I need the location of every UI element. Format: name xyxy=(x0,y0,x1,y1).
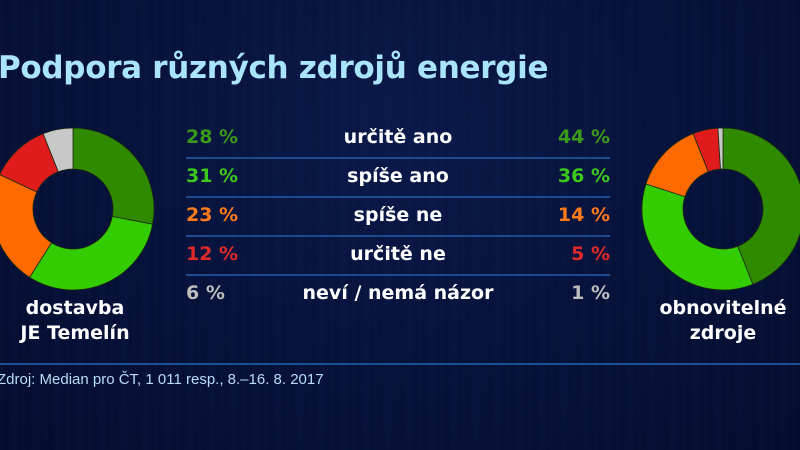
donut-segment xyxy=(722,127,800,285)
right-value: 44 % xyxy=(557,126,610,148)
right-value: 36 % xyxy=(557,165,610,187)
caption-renewables: obnovitelné zdroje xyxy=(648,296,798,346)
table-row: 6 % neví / nemá názor 1 % xyxy=(186,276,610,315)
answer-label: spíše ne xyxy=(353,204,443,226)
donut-chart-renewables xyxy=(641,127,800,291)
right-value: 14 % xyxy=(557,204,610,226)
table-row: 28 % určitě ano 44 % xyxy=(186,120,610,159)
donut-svg-renewables xyxy=(641,127,800,291)
caption-temelin-line1: dostavba xyxy=(25,297,125,319)
left-value: 28 % xyxy=(186,126,239,148)
answer-label: spíše ano xyxy=(347,165,449,187)
donut-segment xyxy=(717,127,724,170)
donut-segment xyxy=(42,127,74,173)
caption-temelin-line2: JE Temelín xyxy=(20,322,130,344)
table-row: 31 % spíše ano 36 % xyxy=(186,159,610,198)
donut-segment xyxy=(641,183,754,291)
donut-svg-temelin xyxy=(0,127,155,291)
source-note: Zdroj: Median pro ČT, 1 011 resp., 8.–16… xyxy=(0,371,324,388)
page-title: Podpora různých zdrojů energie xyxy=(0,50,549,86)
caption-renewables-line1: obnovitelné xyxy=(659,297,787,319)
table-row: 12 % určitě ne 5 % xyxy=(186,237,610,276)
donut-segment xyxy=(29,216,154,291)
table-row: 23 % spíše ne 14 % xyxy=(186,198,610,237)
left-value: 23 % xyxy=(186,204,239,226)
footer-separator xyxy=(0,363,800,365)
answer-label: neví / nemá názor xyxy=(302,282,494,304)
answer-label: určitě ano xyxy=(343,126,453,148)
answer-label: určitě ne xyxy=(350,243,446,265)
caption-temelin: dostavba JE Temelín xyxy=(0,296,150,346)
left-value: 12 % xyxy=(186,243,239,265)
donut-segment xyxy=(0,174,53,278)
right-value: 1 % xyxy=(571,282,610,304)
left-value: 31 % xyxy=(186,165,239,187)
results-table: 28 % určitě ano 44 % 31 % spíše ano 36 %… xyxy=(186,120,610,315)
caption-renewables-line2: zdroje xyxy=(689,322,757,344)
donut-chart-temelin xyxy=(0,127,155,291)
right-value: 5 % xyxy=(571,243,610,265)
donut-segment xyxy=(72,127,155,225)
left-value: 6 % xyxy=(186,282,225,304)
